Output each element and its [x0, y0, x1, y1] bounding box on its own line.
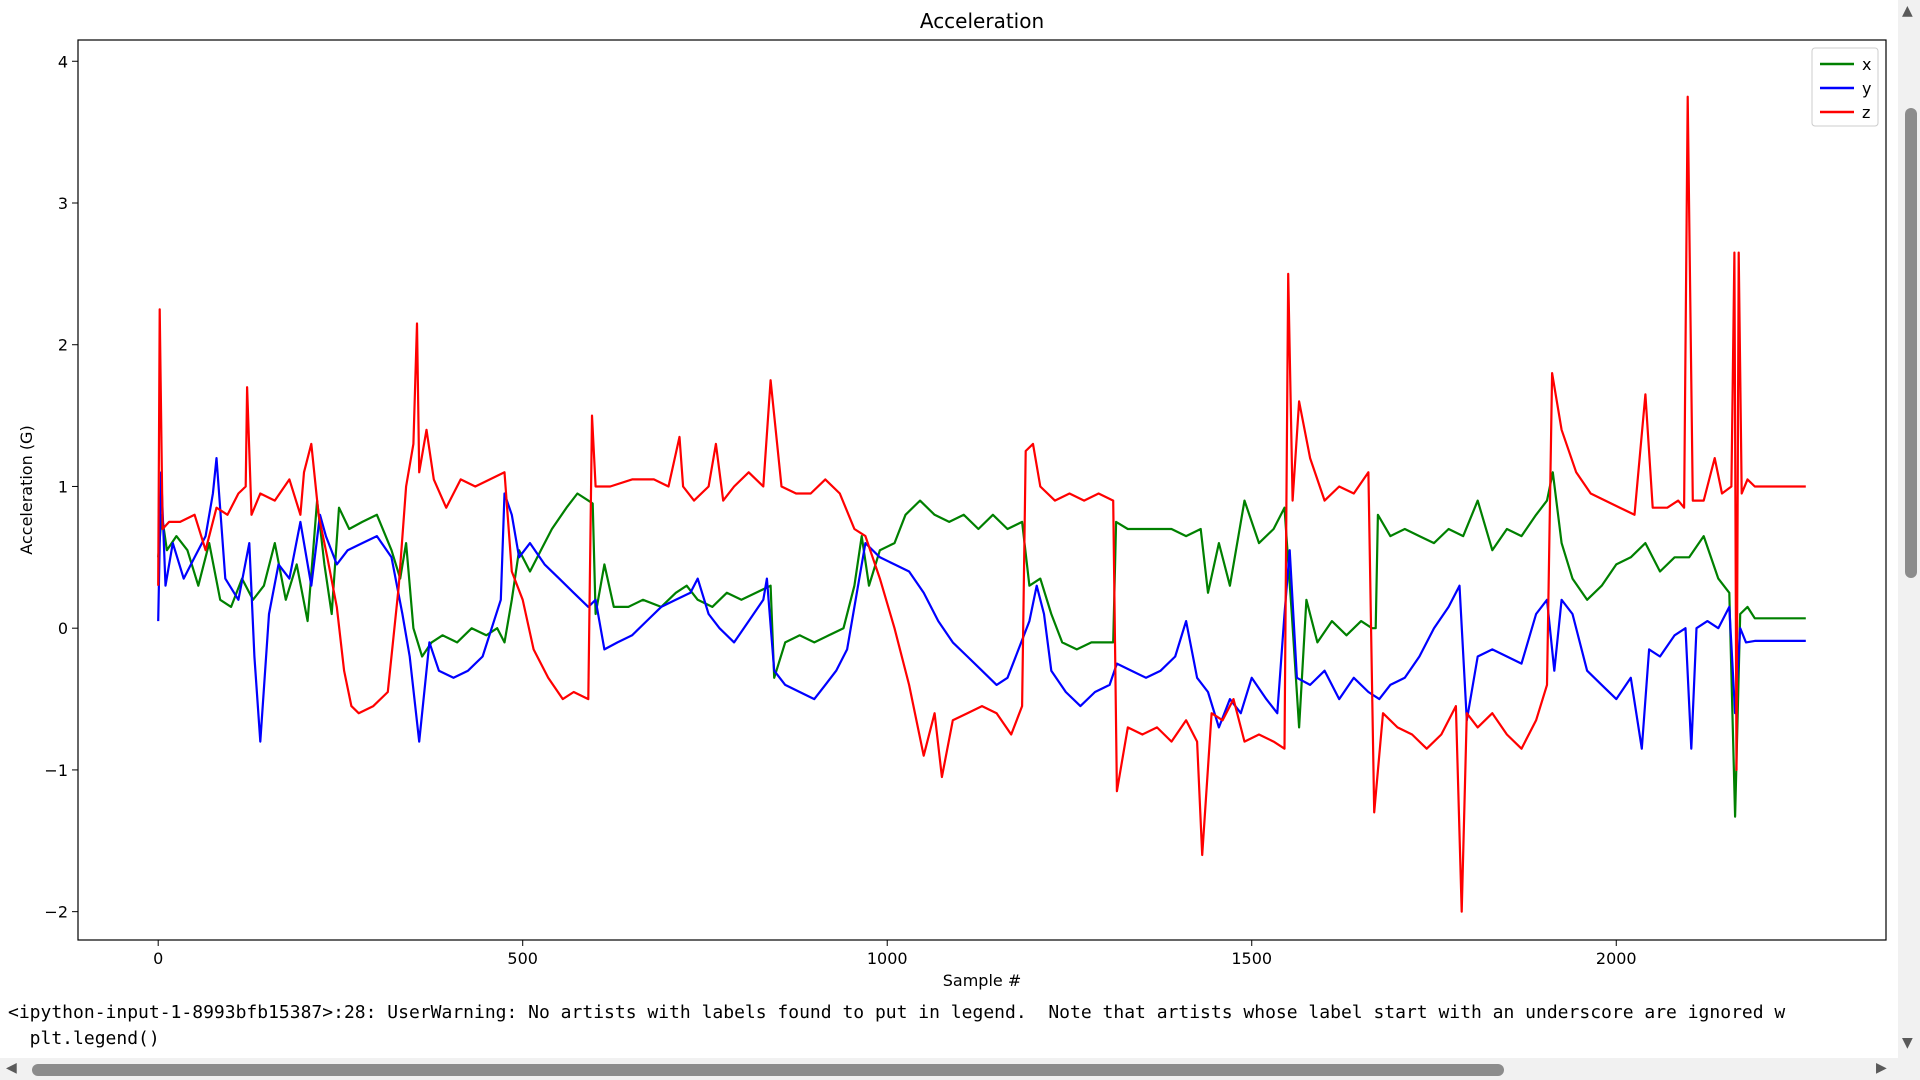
legend-label-x: x — [1862, 55, 1871, 74]
horizontal-scrollbar[interactable]: ◀ ▶ — [0, 1058, 1920, 1080]
chart-title: Acceleration — [920, 9, 1044, 33]
plot-area — [77, 39, 1887, 941]
y-tick-label: −1 — [44, 761, 68, 780]
vertical-scrollbar[interactable]: ▲ ▼ — [1898, 0, 1920, 1058]
y-tick-label: 0 — [58, 619, 68, 638]
console-output: <ipython-input-1-8993bfb15387>:28: UserW… — [8, 1000, 1884, 1052]
arrow-down-icon[interactable]: ▼ — [1902, 1035, 1913, 1051]
console-code-line: plt.legend() — [8, 1028, 160, 1049]
legend-label-y: y — [1862, 79, 1871, 98]
y-axis-label: Acceleration (G) — [17, 425, 36, 554]
legend: xyz — [1811, 47, 1879, 127]
x-tick-label: 2000 — [1596, 949, 1637, 968]
legend-label-z: z — [1862, 103, 1870, 122]
x-tick-label: 500 — [507, 949, 538, 968]
y-tick-label: 1 — [58, 477, 68, 496]
x-tick-label: 1000 — [867, 949, 908, 968]
y-tick-label: 2 — [58, 336, 68, 355]
x-axis-label: Sample # — [943, 971, 1021, 990]
arrow-up-icon[interactable]: ▲ — [1902, 3, 1913, 19]
series-line-z — [157, 95, 1806, 913]
acceleration-chart: Acceleration 0 500 1000 1500 2000 −2−101234 … — [17, 9, 1887, 990]
x-tick-label: 0 — [153, 949, 163, 968]
arrow-right-icon[interactable]: ▶ — [1876, 1060, 1887, 1076]
series-line-x — [157, 471, 1806, 818]
y-tick-label: 4 — [58, 52, 68, 71]
x-axis: 0 500 1000 1500 2000 — [153, 940, 1637, 968]
x-tick-label: 1500 — [1231, 949, 1272, 968]
vertical-scroll-thumb[interactable] — [1905, 108, 1917, 578]
console-warning-line: <ipython-input-1-8993bfb15387>:28: UserW… — [8, 1002, 1786, 1023]
arrow-left-icon[interactable]: ◀ — [6, 1060, 17, 1076]
series-layer — [157, 95, 1806, 913]
y-axis: −2 −1 0 1 2 3 4 — [44, 52, 78, 922]
series-line-y — [157, 457, 1806, 750]
y-tick-label: 3 — [58, 194, 68, 213]
horizontal-scroll-thumb[interactable] — [32, 1064, 1504, 1076]
y-tick-label: −2 — [44, 903, 68, 922]
